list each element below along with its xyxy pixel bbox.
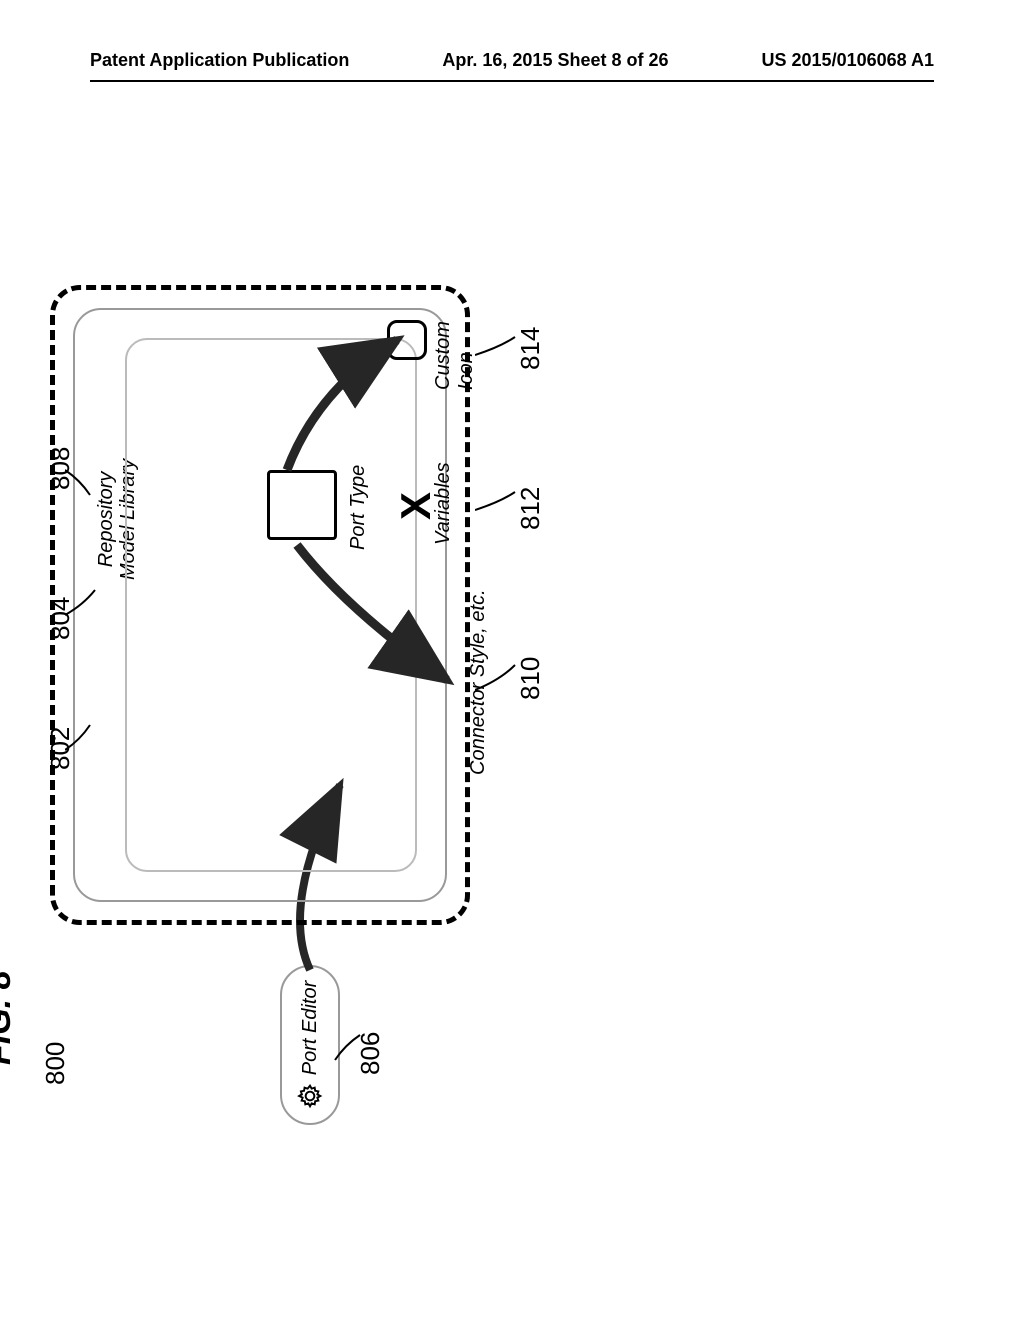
inner-rounded-box: Port Type X Variables Custom Icon Connec… bbox=[125, 338, 417, 872]
header-center: Apr. 16, 2015 Sheet 8 of 26 bbox=[442, 50, 668, 71]
dashed-container: Repository Model Library Port Type X Var… bbox=[50, 285, 470, 925]
leader-810 bbox=[475, 655, 520, 695]
custom-icon-label: Custom Icon bbox=[432, 321, 478, 390]
leader-806 bbox=[330, 1020, 370, 1070]
leader-812 bbox=[475, 480, 520, 520]
leader-802 bbox=[65, 715, 95, 755]
page-header: Patent Application Publication Apr. 16, … bbox=[0, 50, 1024, 71]
leader-804 bbox=[65, 580, 100, 620]
port-editor-label: Port Editor bbox=[299, 981, 322, 1075]
gear-icon bbox=[297, 1083, 323, 1109]
ref-800: 800 bbox=[40, 1042, 71, 1085]
header-divider bbox=[90, 80, 934, 82]
outer-rounded-box: Repository Model Library Port Type X Var… bbox=[73, 308, 447, 902]
header-right: US 2015/0106068 A1 bbox=[762, 50, 934, 71]
arrow-left-icon bbox=[287, 530, 487, 750]
figure-label: FIG. 8 bbox=[0, 971, 19, 1065]
header-left: Patent Application Publication bbox=[90, 50, 349, 71]
repository-label: Repository bbox=[95, 459, 117, 580]
leader-814 bbox=[475, 325, 520, 365]
figure-8: FIG. 8 800 Port Editor 806 Repository Mo… bbox=[20, 285, 1020, 1045]
arrow-right-icon bbox=[277, 310, 417, 490]
leader-808 bbox=[65, 460, 95, 500]
